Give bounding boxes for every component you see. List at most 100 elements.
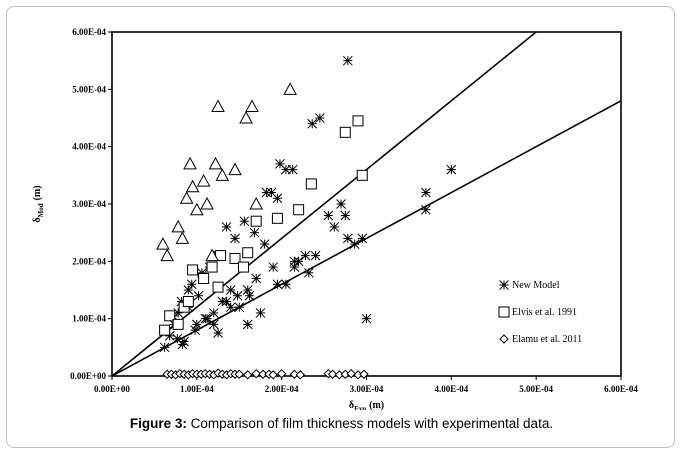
new-model-point [239,216,250,227]
marker-triangle [283,82,297,95]
new-model-point [310,250,321,261]
series-3-point [200,196,214,210]
new-model-point [272,193,283,204]
series-3-point [211,99,225,113]
marker-triangle [175,231,190,244]
new-model-point [287,164,298,175]
marker-square [159,324,171,336]
marker-diamond [268,370,278,380]
marker-diamond [251,368,261,379]
new-model-point [183,285,194,295]
x-tick-label: 5.00E-04 [519,384,553,394]
plot-area [108,31,622,380]
marker-diamond [276,368,287,379]
marker-square [206,261,218,273]
marker-triangle [205,248,219,262]
elvis-et-al-1991-point [172,318,184,330]
new-model-point [272,279,283,290]
series-3-point [245,99,259,113]
legend-label-elamu-et-al-2011: Elamu et al. 2011 [512,334,582,345]
marker-diamond [289,369,300,379]
new-model-point [225,285,236,295]
series-3-point [171,219,186,233]
marker-triangle [160,248,174,262]
y-tick-label: 6.00E-04 [72,27,106,37]
y-axis-label: δMod(m) [32,185,45,222]
elvis-et-al-1991-point [198,273,210,285]
elvis-et-al-1991-point [293,204,305,216]
new-model-point [244,290,255,301]
marker-square [172,318,184,330]
new-model-point [213,328,223,338]
elamu-et-al-2011-point [276,368,287,379]
elvis-et-al-1991-point [212,281,224,293]
marker-diamond [359,369,369,379]
scatter-chart: 0.00E+00 1.00E-04 2.00E-04 3.00E-04 4.00E-04… [32,27,638,410]
series-3-point [189,202,204,216]
elamu-et-al-2011-point [327,369,338,379]
marker-diamond [327,369,338,379]
new-model-point [242,319,253,330]
marker-square [198,273,210,285]
new-model-point [193,290,204,301]
series-3-point [185,179,200,193]
x-tick-label: 1.00E-04 [180,384,214,394]
marker-triangle [228,162,242,176]
new-model-point [251,273,262,284]
marker-square [305,178,317,190]
plot-border [111,31,622,377]
new-model-point [225,302,236,313]
legend-symbol-elvis-et-al-1991 [498,306,510,318]
y-tick-label: 1.00E-04 [72,314,106,324]
elvis-et-al-1991-point [206,261,218,273]
new-model-point [249,227,260,238]
series-3-point [205,248,219,262]
new-model-point [421,204,431,215]
caption-text: Comparison of film thickness models with… [186,416,554,431]
marker-square [242,247,254,259]
x-tick-label: 3.00E-04 [350,384,384,394]
new-model-point [446,164,457,175]
legend-label-new-model: New Model [512,280,560,291]
series-3-point [179,191,194,204]
elamu-et-al-2011-point [289,369,300,379]
legend-symbol-new-model [499,280,509,290]
series-3-point [208,156,223,170]
series-3-point [249,196,264,210]
elvis-et-al-1991-point [182,295,194,307]
new-model-point [281,164,291,175]
new-model-point [230,233,240,244]
new-model-point [303,267,314,278]
new-model-point [259,239,270,249]
marker-triangle [215,168,230,181]
elamu-et-al-2011-point [251,368,261,379]
marker-triangle [171,219,186,233]
x-axis-label: δExp (m) [349,400,384,410]
new-model-point [314,113,325,123]
data-points [156,55,457,380]
legend-symbol-elamu-et-al-2011 [499,334,509,344]
new-model-point [340,210,351,221]
new-model-point [336,199,346,209]
marker-square [182,295,194,307]
marker-triangle [179,191,194,204]
elamu-et-al-2011-point [234,369,244,379]
legend: New Model Elvis et al. 1991 Elamu et al. 2… [498,280,582,345]
x-tick-label: 0.00E+00 [94,384,130,394]
x-tick-label: 4.00E-04 [434,384,468,394]
marker-diamond [499,334,509,344]
new-model-point [232,290,243,301]
new-model-point [202,313,212,324]
elamu-et-al-2011-point [295,370,306,380]
new-model-point [281,279,291,290]
series-3-point [156,237,170,250]
elvis-et-al-1991-point [187,264,199,276]
new-model-point [323,210,334,221]
series-3-point [283,82,297,95]
marker-triangle [183,156,197,170]
y-tick-label: 3.00E-04 [72,199,106,209]
elvis-et-al-1991-point [271,212,283,224]
marker-square [293,204,305,216]
new-model-point [191,319,202,330]
new-model-point [221,222,232,232]
